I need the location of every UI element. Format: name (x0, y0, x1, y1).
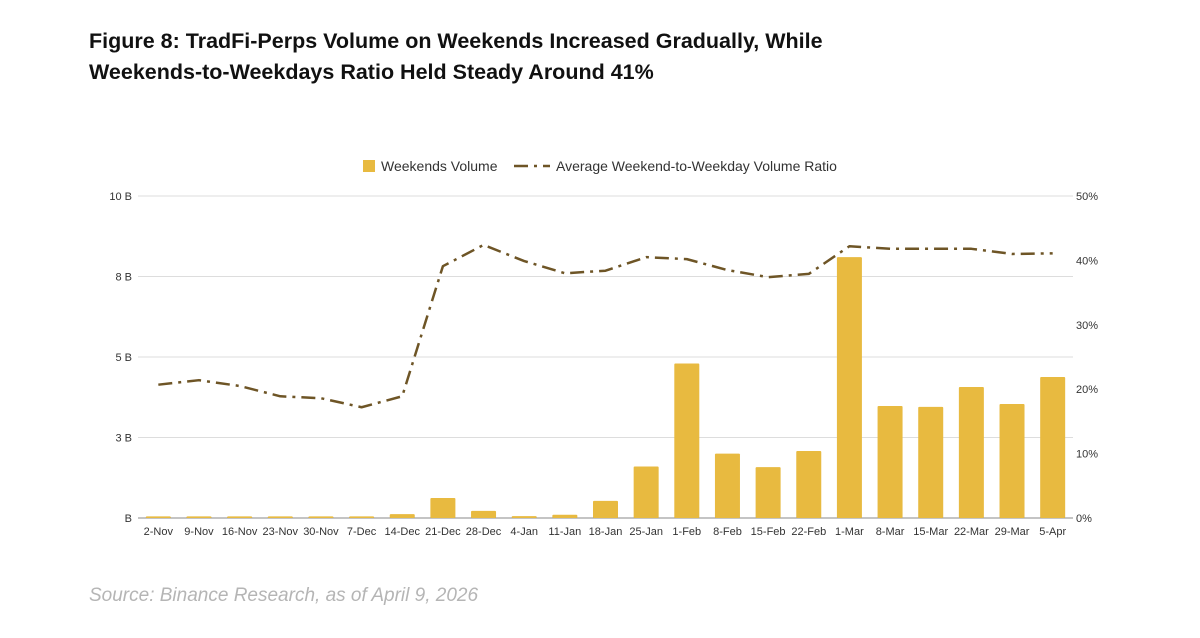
bar (1040, 376, 1066, 518)
bar (755, 467, 781, 518)
x-tick-label: 9-Nov (184, 526, 214, 538)
bar (633, 466, 659, 518)
x-tick-label: 1-Feb (672, 526, 701, 538)
left-tick-label: 5 B (115, 352, 132, 364)
bar (836, 257, 862, 518)
left-tick-label: 3 B (115, 433, 132, 445)
x-tick-label: 25-Jan (629, 526, 663, 538)
left-tick-label: B (125, 513, 132, 525)
x-tick-label: 22-Mar (954, 526, 989, 538)
right-tick-label: 20% (1076, 384, 1098, 396)
right-tick-label: 40% (1076, 255, 1098, 267)
legend-label-bars: Weekends Volume (381, 158, 498, 174)
bar (796, 451, 822, 518)
bar (349, 516, 375, 518)
bar (186, 516, 212, 518)
x-tick-label: 23-Nov (263, 526, 299, 538)
x-tick-label: 2-Nov (144, 526, 174, 538)
bar (999, 404, 1025, 518)
bar (593, 500, 618, 518)
bar (145, 516, 171, 518)
bar (267, 516, 293, 518)
source-note: Source: Binance Research, as of April 9,… (89, 585, 479, 606)
chart-title: Figure 8: TradFi-Perps Volume on Weekend… (89, 26, 1089, 88)
bar (918, 406, 944, 518)
x-tick-label: 22-Feb (791, 526, 826, 538)
x-tick-label: 16-Nov (222, 526, 258, 538)
bar (511, 516, 537, 518)
legend-label-line: Average Weekend-to-Weekday Volume Ratio (556, 158, 837, 174)
right-tick-label: 50% (1076, 191, 1098, 203)
x-tick-label: 29-Mar (995, 526, 1030, 538)
x-tick-label: 15-Mar (913, 526, 948, 538)
right-tick-label: 30% (1076, 320, 1098, 332)
x-tick-label: 21-Dec (425, 526, 461, 538)
x-tick-label: 14-Dec (385, 526, 421, 538)
legend: Weekends Volume Average Weekend-to-Weekd… (363, 158, 837, 174)
x-tick-label: 28-Dec (466, 526, 502, 538)
title-line-2: Weekends-to-Weekdays Ratio Held Steady A… (89, 60, 654, 84)
bar (958, 386, 984, 518)
x-tick-label: 11-Jan (548, 526, 581, 538)
ratio-line (158, 243, 1053, 409)
legend-swatch-bars (363, 160, 375, 172)
right-tick-label: 0% (1076, 513, 1092, 525)
bar (227, 516, 253, 518)
x-tick-label: 8-Feb (713, 526, 742, 538)
x-tick-label: 8-Mar (876, 526, 905, 538)
bar (471, 510, 497, 518)
x-tick-label: 18-Jan (589, 526, 623, 538)
bar (714, 453, 740, 518)
x-tick-label: 4-Jan (510, 526, 538, 538)
x-tick-label: 5-Apr (1039, 526, 1066, 538)
left-tick-label: 8 B (115, 272, 132, 284)
x-tick-label: 1-Mar (835, 526, 864, 538)
right-tick-label: 10% (1076, 449, 1098, 461)
bar (552, 514, 578, 518)
bar (308, 516, 334, 518)
bar (877, 405, 903, 518)
left-tick-label: 10 B (109, 191, 132, 203)
bar (674, 363, 700, 518)
x-tick-label: 15-Feb (751, 526, 786, 538)
title-line-1: Figure 8: TradFi-Perps Volume on Weekend… (89, 29, 823, 53)
bar (430, 498, 456, 518)
bar (389, 514, 415, 518)
x-tick-label: 30-Nov (303, 526, 339, 538)
x-tick-label: 7-Dec (347, 526, 377, 538)
